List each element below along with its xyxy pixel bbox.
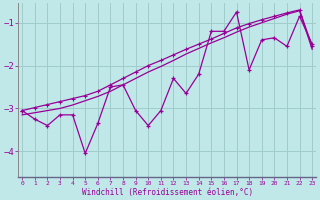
X-axis label: Windchill (Refroidissement éolien,°C): Windchill (Refroidissement éolien,°C) bbox=[82, 188, 253, 197]
